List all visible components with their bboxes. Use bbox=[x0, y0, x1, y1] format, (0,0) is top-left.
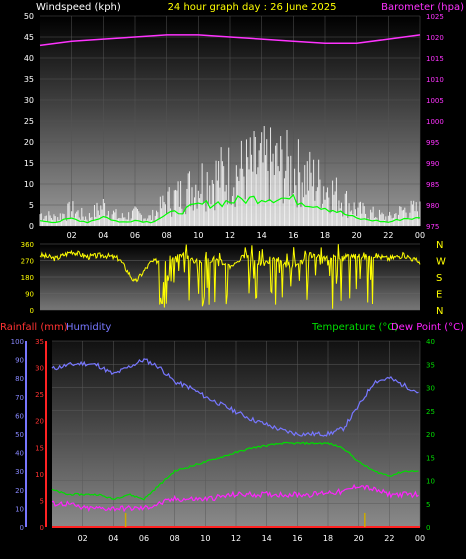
baro-y-tick-label: 1005 bbox=[426, 97, 444, 105]
wind-x-tick-label: 10 bbox=[193, 231, 203, 240]
temp-y-tick-label: 15 bbox=[426, 454, 435, 462]
low-x-tick-label: 22 bbox=[384, 534, 394, 543]
wind-y-tick-label: 5 bbox=[29, 201, 34, 210]
low-x-tick-label: 08 bbox=[170, 534, 180, 543]
rain-y-tick-label: 30 bbox=[35, 365, 44, 373]
wind-y-tick-label: 25 bbox=[24, 117, 34, 126]
wind-x-tick-label: 16 bbox=[288, 231, 298, 240]
baro-y-tick-label: 1020 bbox=[426, 34, 444, 42]
wind-x-tick-label: 14 bbox=[257, 231, 267, 240]
baro-y-tick-label: 980 bbox=[426, 202, 439, 210]
rain-y-tick-label: 20 bbox=[35, 418, 44, 426]
temp-legend: Temperature (°C) bbox=[311, 322, 398, 333]
wind-title: Windspeed (kph) bbox=[36, 2, 121, 13]
temp-y-tick-label: 0 bbox=[426, 524, 430, 532]
wind-x-tick-label: 18 bbox=[320, 231, 330, 240]
wind-y-tick-label: 30 bbox=[24, 96, 34, 105]
dir-y-tick-label: 0 bbox=[30, 307, 34, 315]
humidity-y-tick-label: 60 bbox=[15, 412, 24, 420]
wind-x-tick-label: 04 bbox=[98, 231, 108, 240]
wind-x-tick-label: 06 bbox=[130, 231, 140, 240]
humidity-y-tick-label: 20 bbox=[15, 487, 24, 495]
baro-y-tick-label: 1010 bbox=[426, 76, 444, 84]
wind-x-tick-label: 22 bbox=[383, 231, 393, 240]
baro-y-tick-label: 990 bbox=[426, 160, 439, 168]
humidity-y-tick-label: 70 bbox=[15, 394, 24, 402]
wind-y-tick-label: 10 bbox=[24, 180, 34, 189]
compass-label: E bbox=[436, 290, 442, 301]
humidity-legend: Humidity bbox=[66, 322, 111, 333]
humidity-y-tick-label: 90 bbox=[15, 357, 24, 365]
compass-label: W bbox=[436, 257, 446, 268]
compass-label: N bbox=[436, 240, 443, 251]
dir-y-tick-label: 90 bbox=[25, 291, 34, 299]
dir-y-tick-label: 180 bbox=[21, 274, 34, 282]
low-x-tick-label: 20 bbox=[354, 534, 364, 543]
humidity-y-tick-label: 0 bbox=[20, 524, 24, 532]
compass-label: S bbox=[436, 273, 442, 284]
wind-y-tick-label: 50 bbox=[24, 12, 34, 21]
rain-y-tick-label: 25 bbox=[35, 391, 44, 399]
wind-x-tick-label: 12 bbox=[225, 231, 235, 240]
humidity-line bbox=[51, 358, 419, 437]
low-x-tick-label: 14 bbox=[262, 534, 272, 543]
wind-x-tick-label: 00 bbox=[415, 231, 425, 240]
humidity-y-tick-label: 10 bbox=[15, 505, 24, 513]
temp-y-tick-label: 40 bbox=[426, 338, 435, 346]
humidity-y-tick-label: 100 bbox=[11, 338, 24, 346]
dir-y-tick-label: 360 bbox=[21, 241, 34, 249]
temperature-line bbox=[51, 441, 419, 501]
low-x-tick-label: 06 bbox=[139, 534, 149, 543]
wind-y-tick-label: 15 bbox=[24, 159, 34, 168]
temp-y-tick-label: 30 bbox=[426, 385, 435, 393]
dew-point-line bbox=[51, 483, 419, 513]
wind-y-tick-label: 20 bbox=[24, 138, 34, 147]
wind-average-line bbox=[39, 193, 421, 224]
baro-y-tick-label: 1015 bbox=[426, 55, 444, 63]
wind-y-tick-label: 45 bbox=[24, 33, 34, 42]
rain-y-tick-label: 35 bbox=[35, 338, 44, 346]
temp-y-tick-label: 25 bbox=[426, 408, 435, 416]
wind-y-tick-label: 0 bbox=[29, 222, 34, 231]
compass-label: N bbox=[436, 306, 443, 317]
temp-y-tick-label: 5 bbox=[426, 501, 430, 509]
low-x-tick-label: 02 bbox=[78, 534, 88, 543]
rain-y-tick-label: 5 bbox=[40, 497, 44, 505]
low-x-tick-label: 10 bbox=[200, 534, 210, 543]
wind-x-tick-label: 08 bbox=[162, 231, 172, 240]
humidity-y-tick-label: 50 bbox=[15, 431, 24, 439]
temp-y-tick-label: 20 bbox=[426, 431, 435, 439]
wind-x-tick-label: 02 bbox=[67, 231, 77, 240]
baro-y-tick-label: 1025 bbox=[426, 13, 444, 21]
chart-title: 24 hour graph day : 26 June 2025 bbox=[168, 2, 337, 13]
low-x-tick-label: 04 bbox=[108, 534, 118, 543]
humidity-y-tick-label: 80 bbox=[15, 375, 24, 383]
temp-y-tick-label: 35 bbox=[426, 361, 435, 369]
low-x-tick-label: 00 bbox=[415, 534, 425, 543]
barometer-line bbox=[39, 34, 421, 47]
rain-y-tick-label: 0 bbox=[40, 524, 44, 532]
rain-legend: Rainfall (mm) bbox=[0, 322, 68, 333]
baro-title: Barometer (hpa) bbox=[381, 2, 464, 13]
baro-y-tick-label: 985 bbox=[426, 181, 439, 189]
temp-y-tick-label: 10 bbox=[426, 478, 435, 486]
humidity-y-tick-label: 30 bbox=[15, 468, 24, 476]
baro-y-tick-label: 1000 bbox=[426, 118, 444, 126]
dir-y-tick-label: 270 bbox=[21, 258, 34, 266]
baro-y-tick-label: 975 bbox=[426, 223, 439, 231]
rain-y-tick-label: 15 bbox=[35, 444, 44, 452]
low-x-tick-label: 12 bbox=[231, 534, 241, 543]
low-x-tick-label: 16 bbox=[292, 534, 302, 543]
wind-direction-line bbox=[39, 244, 421, 309]
dew-legend: Dew Point (°C) bbox=[391, 322, 464, 333]
low-x-tick-label: 18 bbox=[323, 534, 333, 543]
wind-y-tick-label: 40 bbox=[24, 54, 34, 63]
wind-y-tick-label: 35 bbox=[24, 75, 34, 84]
humidity-y-tick-label: 40 bbox=[15, 450, 24, 458]
baro-y-tick-label: 995 bbox=[426, 139, 439, 147]
wind-x-tick-label: 20 bbox=[352, 231, 362, 240]
rain-y-tick-label: 10 bbox=[35, 471, 44, 479]
